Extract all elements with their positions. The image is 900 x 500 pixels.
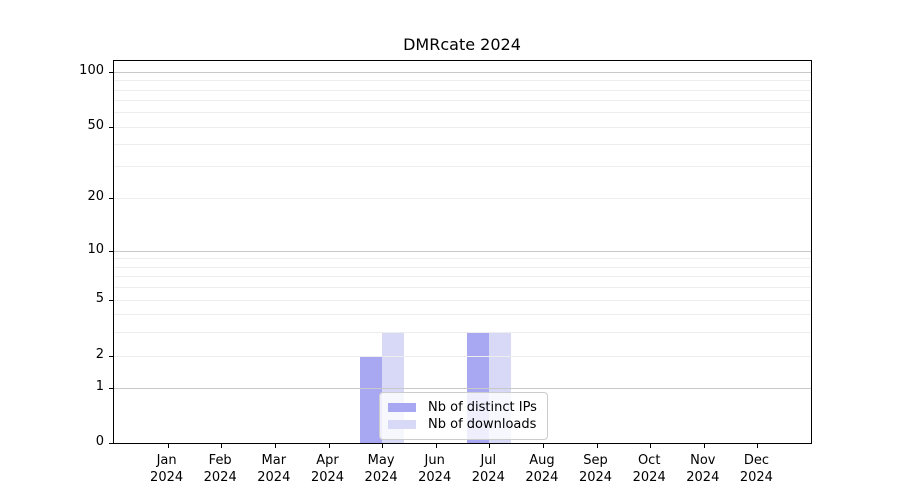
gridline-minor-50 — [114, 126, 811, 128]
x-tick-year: 2024 — [686, 470, 720, 485]
gridline-minor-7 — [114, 276, 811, 278]
gridline-minor-6 — [114, 287, 811, 289]
x-tick-label-jul: Jul 2024 — [472, 452, 505, 486]
x-tick-mar — [274, 444, 276, 448]
gridline-minor-80 — [114, 89, 811, 91]
x-tick-year: 2024 — [418, 470, 452, 485]
gridline-minor-30 — [114, 166, 811, 168]
gridline-minor-40 — [114, 144, 811, 146]
x-tick-month: Oct — [637, 453, 661, 468]
x-tick-label-dec: Dec 2024 — [740, 452, 773, 486]
y-tick-label-1: 1 — [95, 379, 104, 395]
x-tick-sep — [596, 444, 598, 448]
y-tick-20 — [109, 197, 113, 199]
x-tick-label-mar: Mar 2024 — [257, 452, 290, 486]
x-tick-feb — [221, 444, 223, 448]
x-tick-year: 2024 — [203, 470, 237, 485]
y-tick-label-100: 100 — [79, 63, 104, 78]
x-tick-apr — [328, 444, 330, 448]
x-tick-oct — [650, 444, 652, 448]
x-tick-year: 2024 — [525, 470, 559, 485]
x-tick-jan — [167, 444, 169, 448]
x-axis-labels: Jan 2024 Feb 2024 Mar 2024 Apr 2024 May 2024 Jun 20… — [113, 452, 811, 492]
x-tick-year: 2024 — [364, 470, 398, 485]
x-tick-month: Mar — [261, 453, 287, 468]
x-tick-month: Sep — [583, 453, 608, 468]
x-tick-month: Dec — [743, 453, 769, 468]
bar-nb-of-distinct-ips-may — [360, 356, 383, 443]
x-tick-label-nov: Nov 2024 — [686, 452, 719, 486]
x-tick-dec — [757, 444, 759, 448]
gridline-minor-60 — [114, 112, 811, 114]
gridline-minor-70 — [114, 100, 811, 102]
gridline-minor-5 — [114, 300, 811, 302]
gridline-minor-4 — [114, 314, 811, 315]
y-tick-label-10: 10 — [87, 241, 104, 257]
legend-swatch-distinct-ips — [388, 403, 416, 412]
chart-title: DMRcate 2024 — [403, 35, 521, 54]
y-tick-0 — [109, 443, 113, 444]
gridline-minor-8 — [114, 266, 811, 268]
x-tick-nov — [703, 444, 705, 448]
gridline-minor-20 — [114, 197, 811, 199]
x-tick-label-jan: Jan 2024 — [150, 452, 183, 486]
gridline-major-100 — [114, 72, 811, 73]
x-tick-month: May — [367, 453, 395, 468]
x-tick-month: Nov — [690, 453, 716, 468]
y-tick-50 — [109, 126, 113, 128]
x-tick-month: Apr — [316, 453, 339, 468]
legend-item-distinct-ips: Nb of distinct IPs — [388, 399, 537, 416]
gridline-major-1 — [114, 388, 811, 390]
plot-area: Nb of distinct IPs Nb of downloads — [109, 60, 812, 448]
legend-label-distinct-ips: Nb of distinct IPs — [428, 399, 537, 415]
x-tick-month: Jun — [424, 453, 445, 468]
legend: Nb of distinct IPs Nb of downloads — [379, 392, 548, 440]
x-tick-aug — [542, 444, 544, 448]
x-tick-label-aug: Aug 2024 — [525, 452, 558, 486]
legend-label-downloads: Nb of downloads — [428, 416, 537, 432]
y-tick-2 — [109, 356, 113, 358]
x-tick-year: 2024 — [739, 470, 773, 485]
x-tick-year: 2024 — [578, 470, 613, 485]
x-tick-year: 2024 — [471, 470, 505, 485]
y-tick-10 — [109, 250, 113, 252]
x-tick-year: 2024 — [310, 470, 345, 485]
x-tick-label-sep: Sep 2024 — [579, 452, 612, 486]
x-tick-label-oct: Oct 2024 — [633, 452, 666, 486]
x-tick-month: Feb — [208, 453, 232, 468]
legend-swatch-downloads — [388, 420, 416, 429]
x-tick-month: Aug — [529, 453, 555, 468]
x-tick-jul — [489, 444, 491, 448]
y-axis-labels: 0 1 2 5 10 20 50 100 — [0, 60, 104, 449]
y-tick-1 — [109, 388, 113, 390]
y-tick-label-20: 20 — [87, 188, 104, 204]
gridline-minor-3 — [114, 331, 811, 333]
x-tick-label-may: May 2024 — [365, 452, 398, 486]
gridline-minor-9 — [114, 258, 811, 260]
gridline-minor-90 — [114, 80, 811, 82]
x-tick-may — [382, 444, 384, 448]
x-tick-year: 2024 — [150, 470, 184, 485]
x-tick-month: Jul — [480, 453, 497, 468]
x-tick-month: Jan — [156, 453, 177, 468]
x-tick-year: 2024 — [632, 470, 666, 485]
y-tick-label-50: 50 — [87, 117, 104, 133]
x-tick-label-feb: Feb 2024 — [204, 452, 237, 486]
legend-item-downloads: Nb of downloads — [388, 416, 537, 433]
x-tick-jun — [435, 444, 437, 448]
y-tick-5 — [109, 300, 113, 302]
gridline-minor-2 — [114, 356, 811, 358]
gridline-major-10 — [114, 250, 811, 252]
x-tick-year: 2024 — [257, 470, 291, 485]
y-tick-label-2: 2 — [95, 347, 104, 363]
y-tick-label-5: 5 — [95, 291, 104, 307]
x-tick-label-apr: Apr 2024 — [311, 452, 344, 486]
x-tick-label-jun: Jun 2024 — [418, 452, 451, 486]
y-tick-100 — [109, 72, 113, 73]
y-tick-label-0: 0 — [95, 434, 104, 449]
